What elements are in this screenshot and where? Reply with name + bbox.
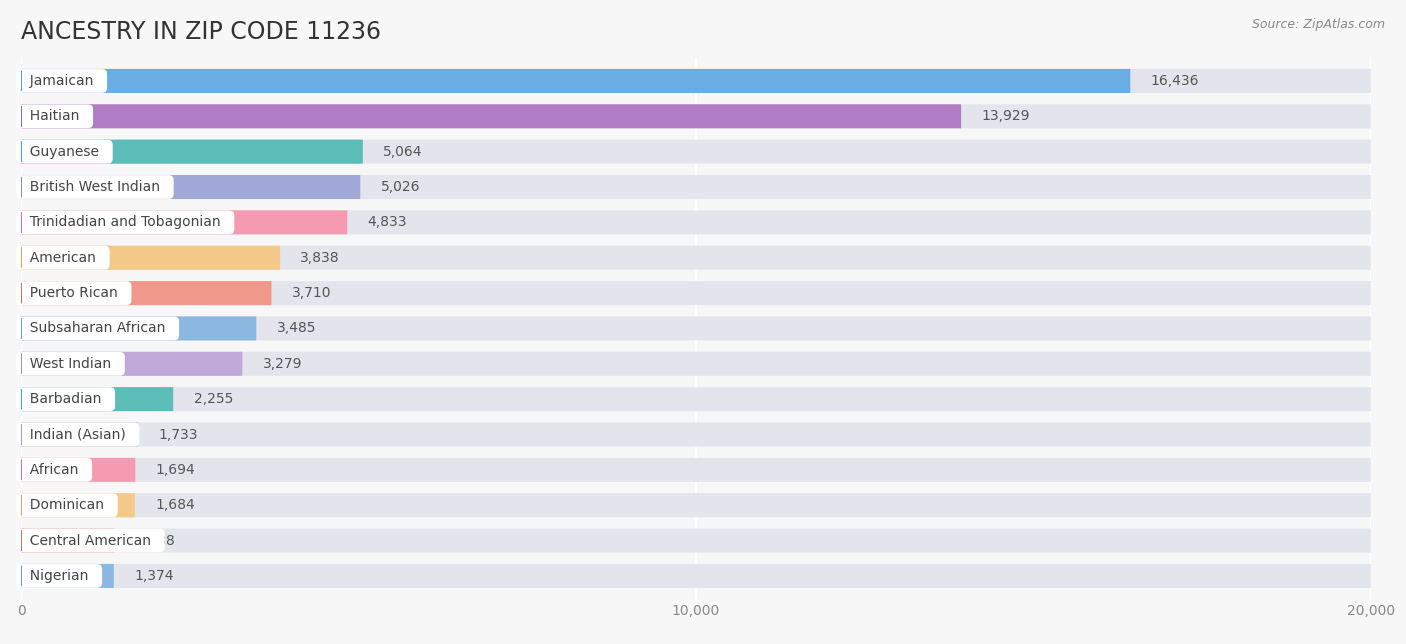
FancyBboxPatch shape — [21, 69, 1130, 93]
Text: 3,485: 3,485 — [277, 321, 316, 336]
Text: Barbadian: Barbadian — [21, 392, 110, 406]
FancyBboxPatch shape — [21, 352, 1371, 376]
FancyBboxPatch shape — [21, 387, 173, 411]
Text: 16,436: 16,436 — [1150, 74, 1199, 88]
FancyBboxPatch shape — [21, 140, 363, 164]
FancyBboxPatch shape — [21, 564, 114, 588]
FancyBboxPatch shape — [21, 104, 962, 128]
Text: ANCESTRY IN ZIP CODE 11236: ANCESTRY IN ZIP CODE 11236 — [21, 19, 381, 44]
Text: Indian (Asian): Indian (Asian) — [21, 428, 135, 442]
FancyBboxPatch shape — [21, 316, 1371, 341]
Text: 1,684: 1,684 — [155, 498, 195, 512]
Text: 13,929: 13,929 — [981, 109, 1029, 123]
Text: Central American: Central American — [21, 534, 160, 547]
Text: 3,838: 3,838 — [301, 251, 340, 265]
Text: 4,833: 4,833 — [367, 215, 406, 229]
Text: Nigerian: Nigerian — [21, 569, 97, 583]
Text: Source: ZipAtlas.com: Source: ZipAtlas.com — [1251, 18, 1385, 31]
FancyBboxPatch shape — [21, 140, 1371, 164]
FancyBboxPatch shape — [21, 281, 1371, 305]
FancyBboxPatch shape — [21, 422, 138, 446]
FancyBboxPatch shape — [21, 175, 1371, 199]
Text: 3,279: 3,279 — [263, 357, 302, 371]
FancyBboxPatch shape — [21, 529, 1371, 553]
Text: 5,064: 5,064 — [382, 145, 423, 158]
FancyBboxPatch shape — [21, 175, 360, 199]
Text: Haitian: Haitian — [21, 109, 89, 123]
FancyBboxPatch shape — [21, 564, 1371, 588]
FancyBboxPatch shape — [21, 458, 1371, 482]
Text: 1,374: 1,374 — [134, 569, 173, 583]
FancyBboxPatch shape — [21, 69, 1371, 93]
FancyBboxPatch shape — [21, 104, 1371, 128]
FancyBboxPatch shape — [21, 211, 1371, 234]
FancyBboxPatch shape — [21, 246, 1371, 270]
Text: 1,733: 1,733 — [159, 428, 198, 442]
Text: African: African — [21, 463, 87, 477]
FancyBboxPatch shape — [21, 281, 271, 305]
FancyBboxPatch shape — [21, 493, 135, 517]
Text: 3,710: 3,710 — [291, 286, 332, 300]
Text: 2,255: 2,255 — [194, 392, 233, 406]
Text: Puerto Rican: Puerto Rican — [21, 286, 127, 300]
Text: Guyanese: Guyanese — [21, 145, 108, 158]
FancyBboxPatch shape — [21, 529, 115, 553]
Text: 1,694: 1,694 — [156, 463, 195, 477]
FancyBboxPatch shape — [21, 458, 135, 482]
Text: Trinidadian and Tobagonian: Trinidadian and Tobagonian — [21, 215, 229, 229]
Text: Dominican: Dominican — [21, 498, 112, 512]
FancyBboxPatch shape — [21, 211, 347, 234]
Text: West Indian: West Indian — [21, 357, 120, 371]
FancyBboxPatch shape — [21, 493, 1371, 517]
Text: Jamaican: Jamaican — [21, 74, 103, 88]
FancyBboxPatch shape — [21, 246, 280, 270]
FancyBboxPatch shape — [21, 316, 256, 341]
Text: Subsaharan African: Subsaharan African — [21, 321, 174, 336]
Text: British West Indian: British West Indian — [21, 180, 169, 194]
FancyBboxPatch shape — [21, 352, 242, 376]
Text: 1,388: 1,388 — [135, 534, 174, 547]
Text: 5,026: 5,026 — [381, 180, 420, 194]
Text: American: American — [21, 251, 104, 265]
FancyBboxPatch shape — [21, 422, 1371, 446]
FancyBboxPatch shape — [21, 387, 1371, 411]
